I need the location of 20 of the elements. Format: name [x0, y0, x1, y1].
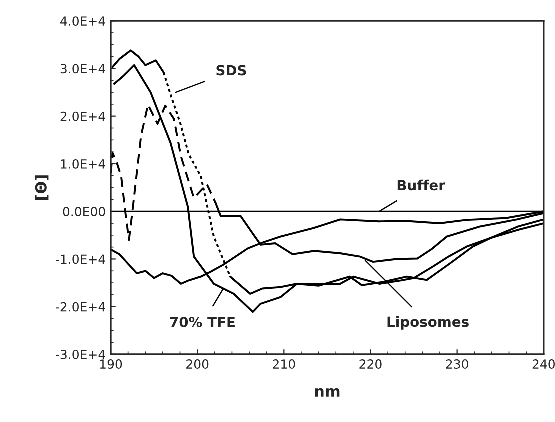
annotation: SDS	[216, 65, 246, 76]
annotation: Buffer	[398, 180, 446, 191]
x-axis-title: nm	[315, 388, 340, 397]
x-tick-label: 220	[360, 360, 382, 370]
y-tick-label: -3.0E+4	[56, 350, 106, 360]
annotation: 70% TFE	[170, 317, 235, 328]
y-tick-label: -2.0E+4	[56, 302, 106, 312]
y-tick-label: 3.0E+4	[60, 64, 106, 74]
y-tick-label: 2.0E+4	[60, 112, 106, 122]
x-tick-label: 230	[446, 360, 468, 370]
y-axis-title: [Θ]	[35, 176, 49, 200]
x-tick-label: 190	[100, 360, 122, 370]
annotation: Liposomes	[388, 316, 469, 330]
y-tick-label: 0.0E00	[63, 207, 106, 217]
y-tick-label: -1.0E+4	[56, 254, 106, 264]
x-tick-label: 200	[186, 360, 209, 370]
x-tick-label: 210	[273, 360, 296, 370]
y-tick-label: 1.0E+4	[61, 159, 106, 169]
y-tick-label: 4.0E+4	[60, 16, 106, 26]
x-tick-label: 240	[532, 360, 555, 370]
